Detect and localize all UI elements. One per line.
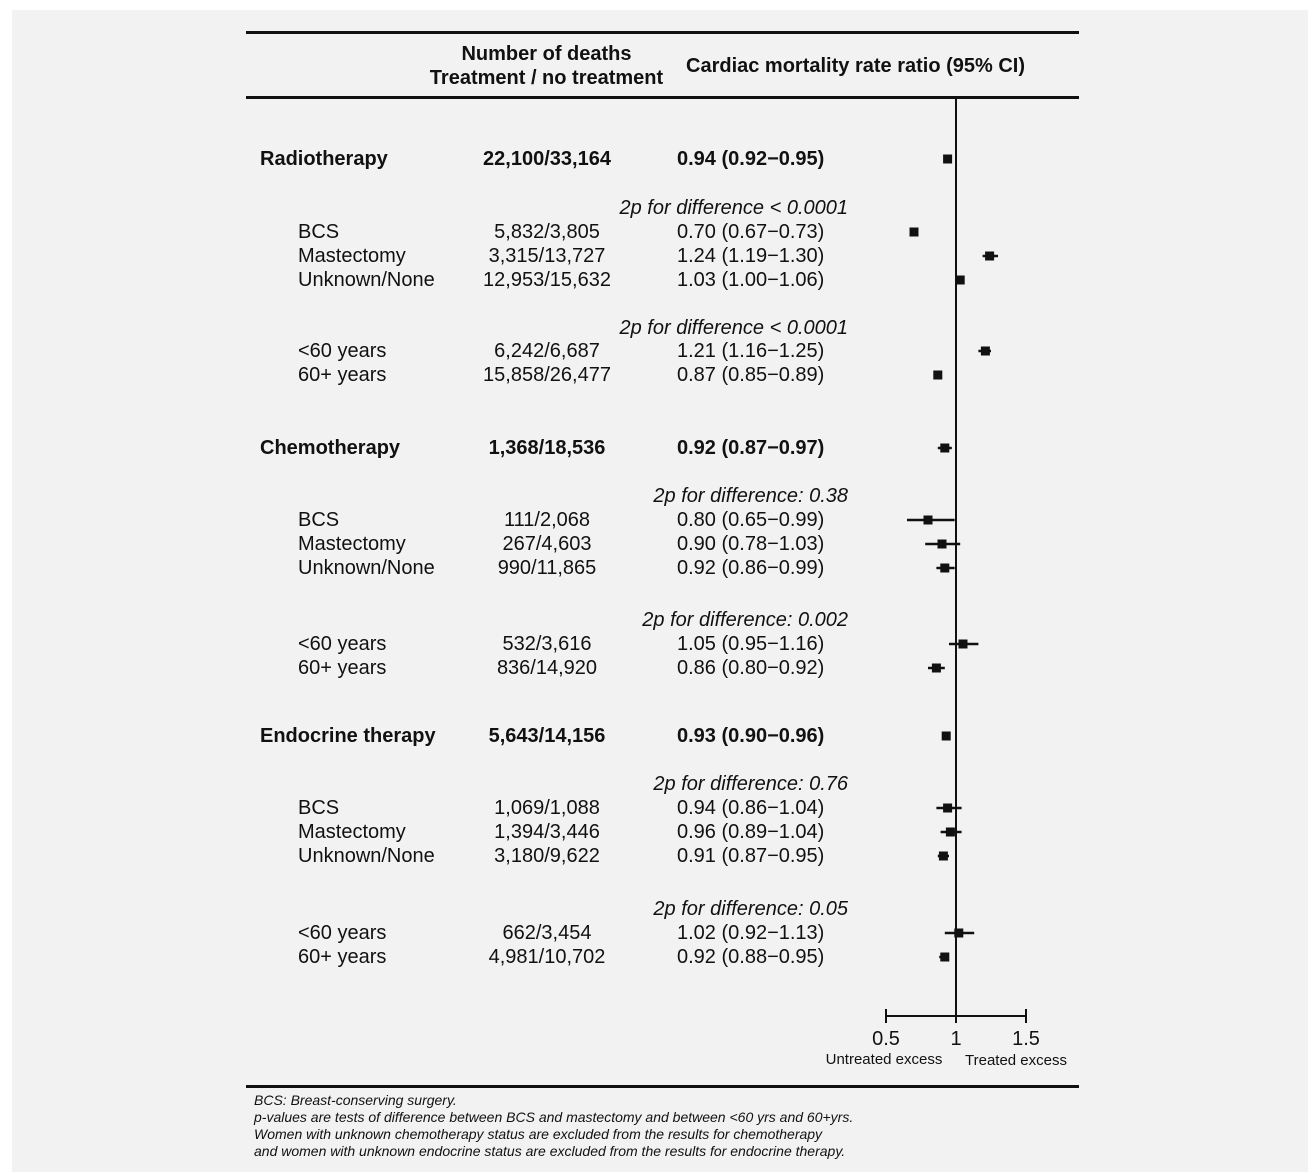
deaths-value: 6,242/6,687 [494,340,600,362]
ci-value: 0.92 (0.86−0.99) [677,557,825,579]
estimate-point [931,663,941,673]
group-label: Endocrine therapy [260,725,436,747]
estimate-point [985,251,995,261]
estimate-point [958,639,968,649]
estimate-point [954,928,964,938]
subgroup-label: Mastectomy [298,821,406,843]
estimate-point [940,563,950,573]
estimate-point [943,154,953,164]
deaths-header-line2: Treatment / no treatment [429,67,664,89]
deaths-value: 1,368/18,536 [488,437,606,459]
estimate-point [938,851,948,861]
ci-value: 0.90 (0.78−1.03) [677,533,825,555]
subgroup-label: 60+ years [298,946,387,968]
bottom-rule [246,1085,1079,1088]
pdiff-label: 2p for difference: 0.05 [653,898,848,920]
deaths-value: 111/2,068 [503,509,590,531]
subgroup-label: Mastectomy [298,533,406,555]
ci-value: 0.92 (0.88−0.95) [677,946,825,968]
pdiff-label: 2p for difference: 0.38 [653,485,848,507]
ci-value: 1.05 (0.95−1.16) [677,633,825,655]
subgroup-label: <60 years [298,633,387,655]
deaths-value: 12,953/15,632 [483,269,611,291]
header-rule [246,96,1079,99]
subgroup-label: Mastectomy [298,245,406,267]
deaths-value: 1,394/3,446 [494,821,600,843]
footnote-1: BCS: Breast-conserving surgery. [254,1092,457,1108]
deaths-value: 1,069/1,088 [494,797,600,819]
estimate-point [980,346,990,356]
pdiff-label: 2p for difference < 0.0001 [619,197,849,219]
deaths-value: 15,858/26,477 [483,364,611,386]
subgroup-label: Unknown/None [298,845,435,867]
subgroup-label: Unknown/None [298,269,435,291]
footnote-2: p-values are tests of difference between… [254,1109,854,1125]
estimate-point [940,443,950,453]
footnote-4: and women with unknown endocrine status … [254,1143,846,1159]
deaths-value: 22,100/33,164 [483,148,611,170]
estimate-point [945,827,955,837]
subgroup-label: BCS [298,221,340,243]
x-tick-label: 1.5 [1012,1028,1040,1050]
subgroup-label: 60+ years [298,657,387,679]
ci-value: 1.24 (1.19−1.30) [677,245,825,267]
deaths-value: 990/11,865 [497,557,597,579]
ci-value: 1.21 (1.16−1.25) [677,340,825,362]
estimate-point [923,515,933,525]
deaths-value: 5,643/14,156 [488,725,606,747]
deaths-value: 3,180/9,622 [494,845,600,867]
top-rule [246,31,1079,34]
group-label: Chemotherapy [260,437,401,459]
deaths-value: 532/3,616 [502,633,592,655]
ci-value: 0.94 (0.92−0.95) [677,148,825,170]
pdiff-label: 2p for difference: 0.002 [642,609,848,631]
ci-value: 0.93 (0.90−0.96) [677,725,825,747]
x-axis-label-right: Treated excess [965,1052,1067,1069]
deaths-value: 4,981/10,702 [488,946,606,968]
ratio-header: Cardiac mortality rate ratio (95% CI) [686,55,1025,77]
estimate-point [940,952,950,962]
ci-value: 0.94 (0.86−1.04) [677,797,825,819]
group-label: Radiotherapy [260,148,388,170]
ci-value: 0.86 (0.80−0.92) [677,657,825,679]
pdiff-label: 2p for difference: 0.76 [653,773,848,795]
x-tick-label: 0.5 [872,1028,900,1050]
x-tick-label: 1 [950,1028,961,1050]
estimate-point [937,539,947,549]
deaths-header-line1: Number of deaths [461,43,632,65]
ci-value: 1.02 (0.92−1.13) [677,922,825,944]
estimate-point [909,227,919,237]
footnote-3: Women with unknown chemotherapy status a… [254,1126,823,1142]
subgroup-label: BCS [298,509,340,531]
deaths-value: 836/14,920 [496,657,598,679]
subgroup-label: BCS [298,797,340,819]
ci-value: 0.87 (0.85−0.89) [677,364,825,386]
ci-value: 0.80 (0.65−0.99) [677,509,825,531]
subgroup-label: 60+ years [298,364,387,386]
pdiff-label: 2p for difference < 0.0001 [619,317,849,339]
estimate-point [955,275,965,285]
estimate-point [933,370,943,380]
x-axis-label-left: Untreated excess [826,1051,943,1068]
subgroup-label: <60 years [298,340,387,362]
ci-value: 0.96 (0.89−1.04) [677,821,825,843]
deaths-value: 267/4,603 [502,533,592,555]
ci-value: 1.03 (1.00−1.06) [677,269,825,291]
ci-value: 0.92 (0.87−0.97) [677,437,825,459]
figure-panel [12,10,1308,1172]
deaths-value: 5,832/3,805 [494,221,600,243]
estimate-point [941,731,951,741]
deaths-value: 3,315/13,727 [488,245,606,267]
estimate-point [943,803,953,813]
subgroup-label: <60 years [298,922,387,944]
subgroup-label: Unknown/None [298,557,435,579]
deaths-value: 662/3,454 [502,922,592,944]
ci-value: 0.70 (0.67−0.73) [677,221,825,243]
ci-value: 0.91 (0.87−0.95) [677,845,825,867]
